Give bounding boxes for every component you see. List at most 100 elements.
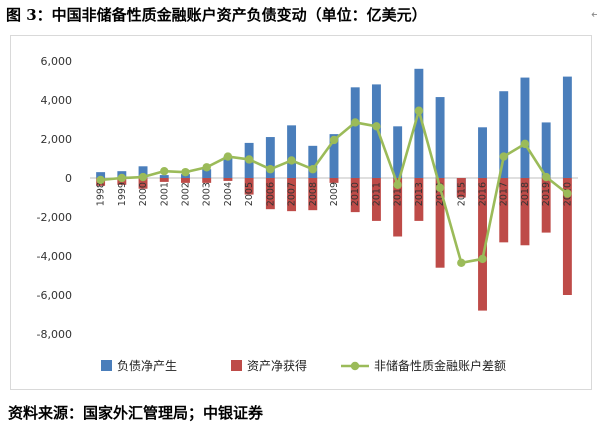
balance-point <box>329 135 339 145</box>
y-tick-label: -4,000 <box>37 250 72 263</box>
bar-liabilities <box>562 76 572 178</box>
bar-assets <box>414 178 424 221</box>
bar-liabilities <box>138 166 148 178</box>
bar-assets <box>244 178 254 195</box>
bar-assets <box>520 178 530 246</box>
x-tick-label: 1998 <box>96 182 107 206</box>
bar-assets <box>478 178 487 311</box>
bar-liabilities <box>435 97 445 178</box>
x-tick-label: 2005 <box>244 182 255 206</box>
balance-point <box>457 258 466 268</box>
balance-point <box>266 165 275 174</box>
bar-assets <box>308 178 318 211</box>
bar-liabilities <box>96 172 106 178</box>
legend-swatch-assets <box>231 360 242 371</box>
bar-liabilities <box>202 169 212 178</box>
y-tick-label: 0 <box>65 172 72 185</box>
bar-assets <box>159 178 169 182</box>
x-tick-label: 2004 <box>223 182 234 206</box>
balance-point <box>223 152 233 161</box>
legend-label-balance: 非储备性质金融账户差额 <box>374 358 506 373</box>
bar-liabilities <box>414 68 424 178</box>
x-tick-label: 2017 <box>499 182 510 206</box>
bar-assets <box>223 178 233 181</box>
bar-assets <box>499 178 509 243</box>
balance-point <box>181 167 190 177</box>
x-tick-label: 2015 <box>456 182 467 206</box>
bar-liabilities <box>287 125 297 178</box>
x-tick-label: 2011 <box>371 182 382 206</box>
bar-liabilities <box>541 122 551 178</box>
bar-liabilities <box>308 145 318 178</box>
chart-frame <box>10 35 592 390</box>
y-tick-label: 2,000 <box>41 133 73 146</box>
x-tick-label: 2010 <box>350 182 361 206</box>
bar-liabilities <box>520 77 530 178</box>
x-tick-label: 2002 <box>180 182 191 206</box>
figure-title: 图 3：中国非储备性质金融账户资产负债变动（单位：亿美元） <box>6 6 427 24</box>
legend: 负债净产生 资产净获得 非储备性质金融账户差额 <box>101 358 506 373</box>
y-tick-label: -2,000 <box>37 211 72 224</box>
balance-point <box>478 254 487 264</box>
balance-point <box>96 175 105 185</box>
balance-point <box>563 189 572 198</box>
balance-point <box>202 163 211 172</box>
x-tick-label: 2006 <box>265 182 276 206</box>
y-tick-label: 6,000 <box>41 55 73 68</box>
legend-label-liabilities: 负债净产生 <box>117 359 177 373</box>
legend-label-assets: 资产净获得 <box>247 358 307 373</box>
bar-assets <box>371 178 381 221</box>
bar-assets <box>350 178 360 213</box>
paragraph-mark: ↵ <box>591 8 597 21</box>
balance-point <box>138 172 148 182</box>
bar-liabilities <box>371 84 381 178</box>
bar-liabilities <box>478 127 487 178</box>
bar-liabilities <box>350 87 360 178</box>
x-tick-label: 2008 <box>308 182 319 206</box>
bar-assets <box>138 178 148 189</box>
bar-liabilities <box>223 156 233 178</box>
bar-assets <box>265 178 275 210</box>
bar-assets <box>393 178 403 237</box>
series-balance <box>96 106 572 268</box>
y-tick-label: -6,000 <box>37 289 72 302</box>
bar-assets <box>456 178 466 198</box>
bar-assets <box>181 178 190 183</box>
bar-liabilities <box>265 137 275 178</box>
x-tick-label: 2003 <box>202 182 213 206</box>
y-axis: -8,000 -6,000 -4,000 -2,000 0 2,000 4,000 6,000 <box>37 55 72 341</box>
bar-liabilities <box>159 175 169 178</box>
balance-point <box>499 152 508 161</box>
figure-source: 资料来源：国家外汇管理局；中银证券 <box>8 404 264 422</box>
balance-point <box>520 139 530 149</box>
legend-swatch-liabilities <box>101 360 112 371</box>
bar-assets <box>562 178 572 295</box>
x-tick-label: 2019 <box>541 182 552 206</box>
bar-assets <box>329 178 339 183</box>
bar-liabilities <box>499 91 509 178</box>
balance-point <box>393 180 402 190</box>
bar-assets <box>435 178 445 268</box>
chart-area: -8,000 -6,000 -4,000 -2,000 0 2,000 4,000 6,000… <box>37 55 578 373</box>
y-tick-label: -8,000 <box>37 328 72 341</box>
balance-point <box>435 183 445 192</box>
bar-assets <box>541 178 551 233</box>
balance-point <box>117 173 127 183</box>
x-tick-label: 2018 <box>520 182 531 206</box>
balance-point <box>287 156 296 165</box>
x-tick-label: 2001 <box>159 182 170 206</box>
balance-point <box>414 106 424 115</box>
x-tick-label: 2012 <box>393 182 404 206</box>
x-tick-label: 2013 <box>414 182 425 206</box>
bar-liabilities <box>329 134 339 178</box>
x-tick-label: 1999 <box>117 182 128 206</box>
balance-point <box>541 172 551 182</box>
x-tick-label: 2016 <box>478 182 489 206</box>
balance-point <box>244 155 254 164</box>
legend-swatch-balance-marker <box>350 361 360 371</box>
balance-point <box>372 122 381 131</box>
bar-liabilities <box>393 126 403 178</box>
x-tick-label: 2007 <box>287 182 298 206</box>
balance-point <box>308 165 317 174</box>
x-axis-ticks: 1998 1999 2000 2001 2002 2003 2004 2005 2006 2007… <box>96 182 574 206</box>
